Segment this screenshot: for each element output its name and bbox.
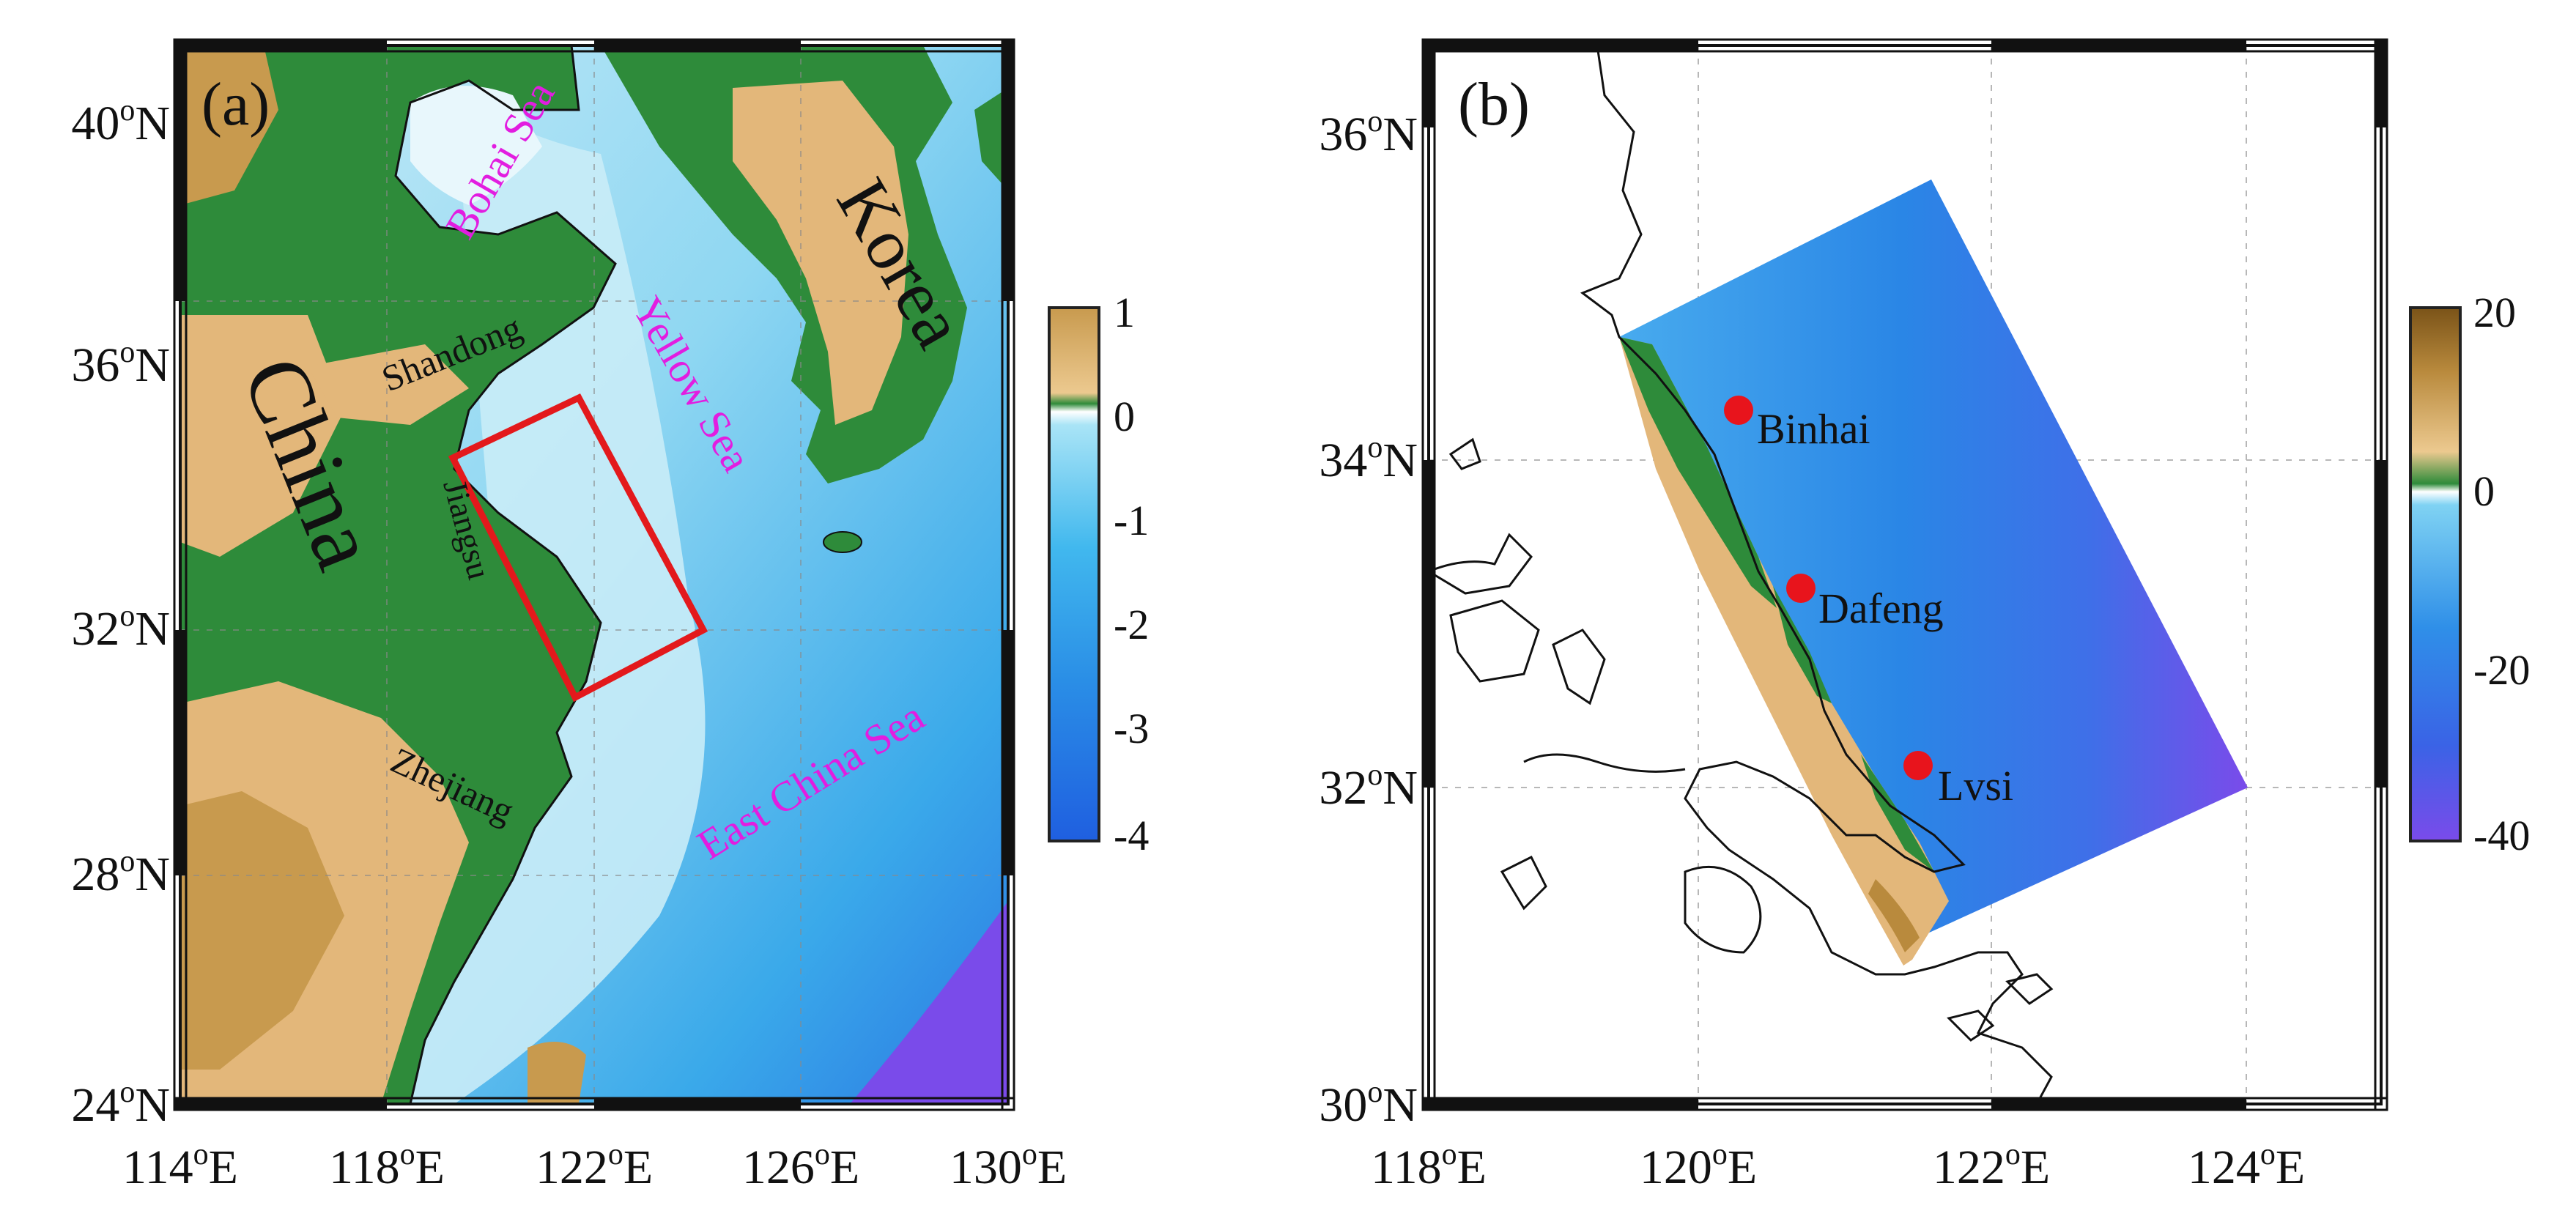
panel-a-jeju: [823, 531, 862, 553]
cb-b-tick-m40: -40: [2473, 812, 2530, 859]
panel-b-lake-1: [1429, 533, 1533, 595]
panel-b-lake-5: [1684, 865, 1762, 954]
lon-label-118: 118oE: [329, 1138, 445, 1194]
cb-a-tick-m4: -4: [1114, 812, 1149, 859]
panel-b-model-domain: [1619, 179, 2248, 960]
panel-a-lat-labels: 40oN 36oN 32oN 28oN 24oN: [71, 94, 170, 1132]
station-lvsi-marker[interactable]: [1903, 751, 1933, 780]
cb-b-tick-20: 20: [2473, 289, 2516, 336]
panel-b-green-3: [1861, 755, 1934, 872]
lon-label-130: 130oE: [950, 1138, 1067, 1194]
panel-b-estuary-shoal: [1868, 879, 1920, 952]
lat-label-24: 24oN: [71, 1075, 170, 1132]
panel-a-japan-edge: [974, 88, 1008, 190]
panel-a-border-ticks: [173, 38, 1015, 1111]
station-lvsi-label: Lvsi: [1938, 762, 2013, 809]
lat-label-b-30: 30oN: [1319, 1075, 1418, 1132]
lat-label-32: 32oN: [71, 599, 170, 656]
cb-a-tick-1: 1: [1114, 289, 1135, 336]
panel-b-coastal-green: [1619, 337, 1777, 608]
station-dafeng-label: Dafeng: [1818, 585, 1944, 632]
panel-b-lake-6: [1448, 437, 1481, 470]
panel-b-lake-2: [1449, 599, 1540, 683]
panel-b-island-1: [1947, 1009, 1995, 1042]
panel-b-lake-3: [1552, 629, 1606, 705]
panel-a-highland-1: [180, 315, 344, 557]
lon-label-b-120: 120oE: [1640, 1138, 1757, 1194]
cb-b-tick-0: 0: [2473, 467, 2495, 515]
panel-a-lon-labels: 114oE 118oE 122oE 126oE 130oE: [122, 1138, 1067, 1194]
lon-label-114: 114oE: [122, 1138, 238, 1194]
station-dafeng[interactable]: Dafeng: [1786, 574, 1944, 632]
cb-a-tick-m2: -2: [1114, 601, 1149, 648]
panel-b-colorbar-ramp: [2409, 306, 2462, 842]
panel-b-coastline: [1580, 45, 2053, 1104]
panel-a-taiwan: [528, 1042, 586, 1104]
lat-label-28: 28oN: [71, 845, 170, 901]
panel-a-map: (a) Bohai Sea Yellow Sea Korea China Sha…: [71, 38, 1149, 1194]
panel-b-border-ticks: [1421, 38, 2388, 1111]
lat-label-b-36: 36oN: [1319, 105, 1418, 161]
lat-label-40: 40oN: [71, 94, 170, 150]
panel-a-coastline: [394, 45, 617, 1104]
station-lvsi[interactable]: Lvsi: [1903, 751, 2013, 809]
panel-a-colorbar: 1 0 -1 -2 -3 -4: [1048, 289, 1149, 859]
panel-b-map: Binhai Dafeng Lvsi: [1319, 38, 2530, 1194]
lon-label-122: 122oE: [536, 1138, 653, 1194]
lon-label-b-122: 122oE: [1933, 1138, 2050, 1194]
cb-a-tick-m1: -1: [1114, 497, 1149, 544]
lat-label-36: 36oN: [71, 336, 170, 392]
station-binhai-label: Binhai: [1757, 405, 1870, 453]
panel-b-lat-labels: 36oN 34oN 32oN 30oN: [1319, 105, 1418, 1132]
station-binhai-marker[interactable]: [1724, 396, 1753, 425]
panel-b-colorbar: 20 0 -20 -40: [2409, 289, 2530, 859]
station-binhai[interactable]: Binhai: [1724, 396, 1870, 453]
panel-a-highland-4: [180, 45, 278, 205]
panel-b-label: (b): [1458, 70, 1530, 138]
panel-a-deep-water: [850, 901, 1008, 1104]
panel-a-korea-highland: [733, 81, 908, 425]
cb-a-tick-m3: -3: [1114, 705, 1149, 752]
lon-label-126: 126oE: [742, 1138, 859, 1194]
panel-a-bohai-water: [410, 86, 542, 205]
cb-a-tick-0: 0: [1114, 393, 1135, 440]
lon-label-b-124: 124oE: [2188, 1138, 2305, 1194]
panel-a-highland-3: [180, 791, 344, 1070]
lat-label-b-32: 32oN: [1319, 758, 1418, 815]
panel-a-grid: [180, 45, 1008, 1104]
panel-a-study-box: [448, 393, 708, 703]
cb-b-tick-m20: -20: [2473, 646, 2530, 694]
panel-a-label: (a): [201, 70, 270, 138]
panel-a-colorbar-ramp: [1048, 306, 1100, 842]
panel-a-shandong-hills: [308, 344, 469, 425]
panel-b-lon-labels: 118oE 120oE 122oE 124oE: [1371, 1138, 2305, 1194]
panel-b-lake-4: [1500, 855, 1547, 911]
lat-label-b-34: 34oN: [1319, 431, 1418, 487]
panel-b-island-2: [2005, 973, 2054, 1005]
lon-label-b-118: 118oE: [1371, 1138, 1487, 1194]
panel-b-river: [1523, 753, 1686, 773]
station-dafeng-marker[interactable]: [1786, 574, 1816, 603]
